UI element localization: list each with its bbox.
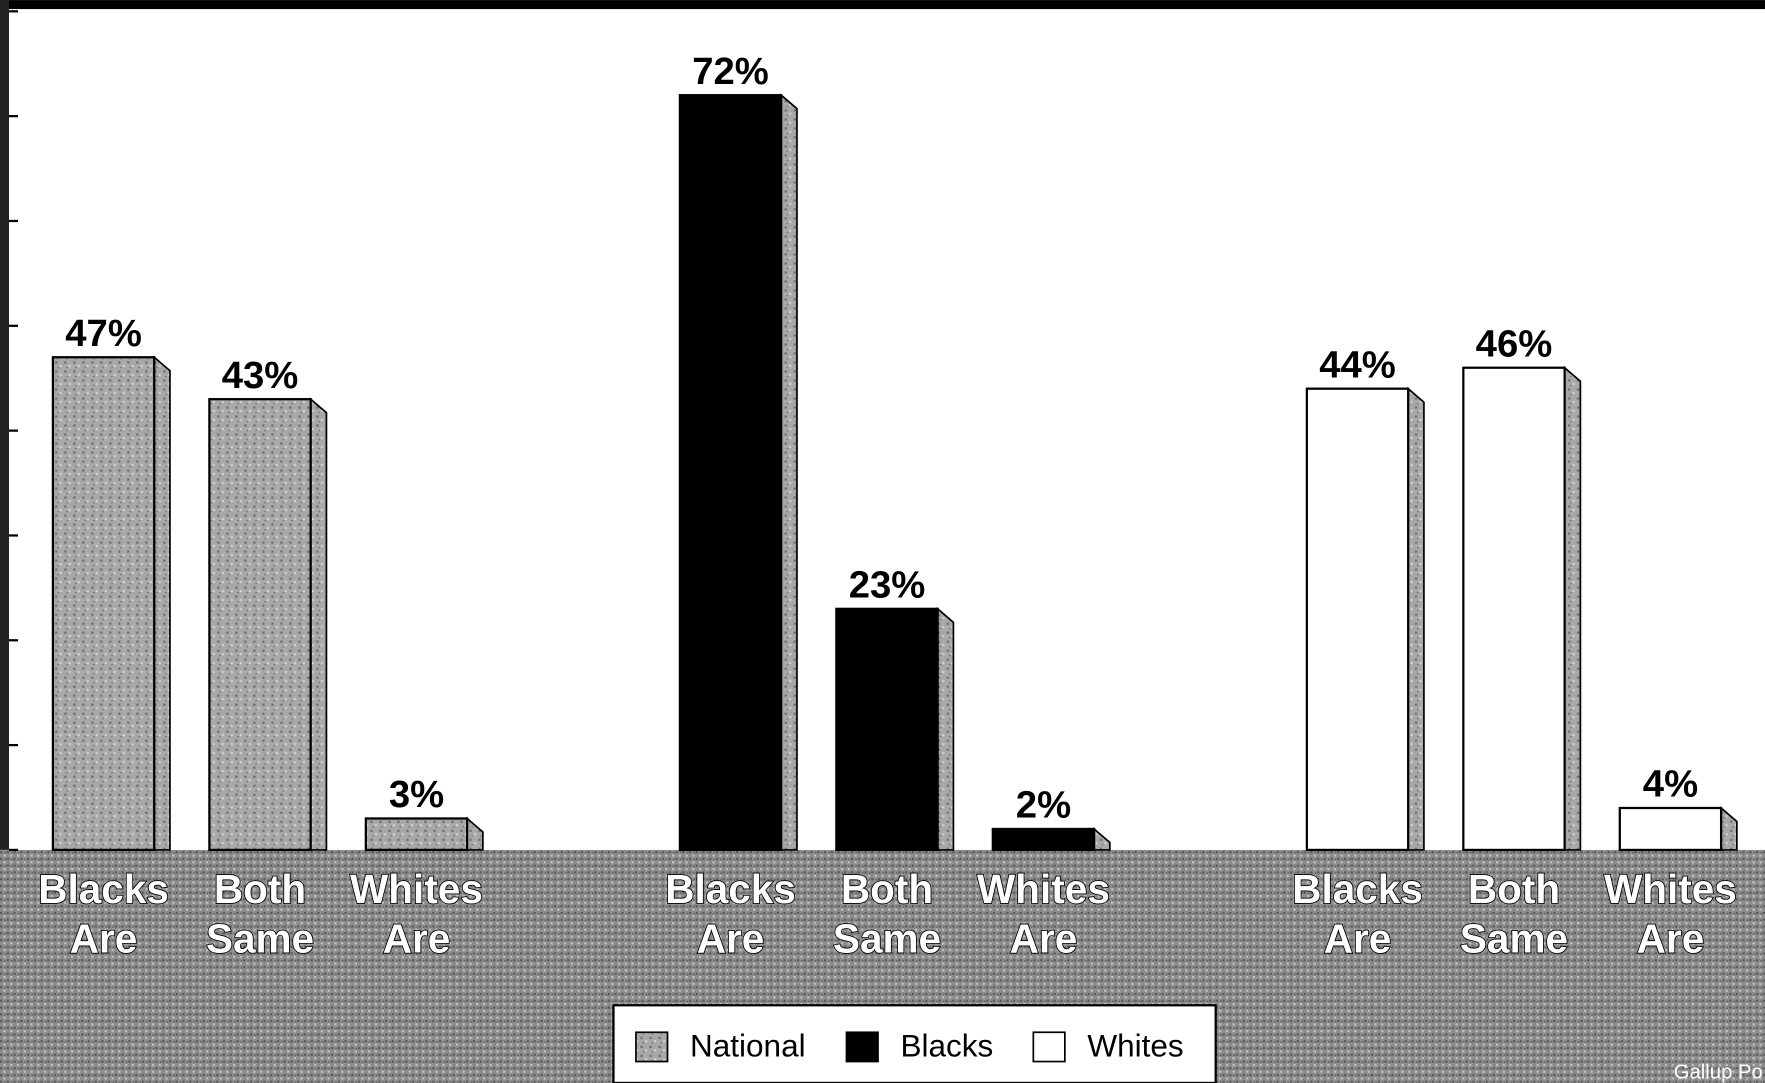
category-label-box: Blacks Are — [37, 865, 169, 962]
value-label: 44% — [1319, 343, 1396, 386]
x-tick-label: Whites Are — [976, 865, 1111, 962]
bar — [51, 356, 156, 852]
legend-label: Whites — [1087, 1027, 1183, 1063]
value-label: 4% — [1643, 763, 1698, 806]
x-tick-label: Both Same — [832, 865, 942, 962]
x-tick-label: Blacks Are — [1291, 865, 1423, 962]
value-label: 2% — [1016, 784, 1071, 827]
left-border — [0, 0, 10, 850]
bar — [835, 607, 939, 852]
legend-swatch — [1032, 1031, 1066, 1063]
bar — [1462, 366, 1566, 852]
legend-swatch — [845, 1031, 879, 1063]
value-label: 47% — [65, 312, 142, 355]
x-tick-label: Both Same — [1459, 865, 1569, 962]
bar-side — [1407, 386, 1425, 851]
bar — [1618, 806, 1723, 852]
x-tick-label: Both Same — [205, 865, 315, 962]
legend-label: National — [690, 1027, 806, 1063]
bar-side — [936, 606, 955, 851]
value-label: 3% — [389, 773, 444, 816]
bar — [208, 398, 312, 852]
bar-side — [153, 355, 171, 851]
category-label-box: Whites Are — [349, 865, 484, 962]
value-label: 43% — [222, 354, 299, 397]
category-label-box: Both Same — [1459, 865, 1569, 962]
bar-side — [780, 93, 798, 851]
x-tick-label: Whites Are — [1603, 865, 1738, 962]
category-label-box: Both Same — [832, 865, 942, 962]
bar — [364, 817, 469, 852]
source: Gallup Po — [1674, 1061, 1763, 1083]
x-tick-label: Whites Are — [349, 865, 484, 962]
category-label-box: Blacks Are — [1291, 865, 1423, 962]
legend-label: Blacks — [901, 1027, 994, 1063]
value-label: 23% — [849, 564, 926, 607]
bar — [1305, 387, 1410, 852]
bar-side — [1563, 365, 1582, 851]
x-tick-label: Blacks Are — [37, 865, 169, 962]
category-label-box: Whites Are — [1603, 865, 1738, 962]
top-border — [0, 0, 1765, 10]
category-label-box: Whites Are — [976, 865, 1111, 962]
category-label-box: Blacks Are — [664, 865, 796, 962]
x-tick-label: Blacks Are — [664, 865, 796, 962]
value-label: 72% — [692, 50, 769, 93]
value-label: 46% — [1476, 322, 1553, 365]
bar — [678, 94, 783, 852]
legend-swatch — [635, 1031, 669, 1063]
bar-side — [309, 397, 328, 851]
category-label-box: Both Same — [205, 865, 315, 962]
bar — [991, 827, 1096, 852]
